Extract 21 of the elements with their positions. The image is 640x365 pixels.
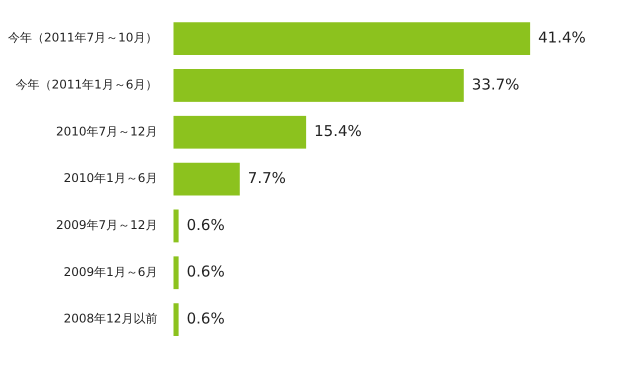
data-label: 0.6% xyxy=(186,216,225,234)
y-tick-label: 今年（2011年1月～6月） xyxy=(16,78,158,92)
y-tick-label: 2009年1月～6月 xyxy=(64,264,158,279)
bar xyxy=(173,210,179,242)
data-label: 33.7% xyxy=(472,75,520,94)
y-tick-label: 2010年1月～6月 xyxy=(64,171,158,186)
bar xyxy=(173,116,306,149)
y-tick-label: 今年（2011年7月～10月） xyxy=(8,30,158,45)
bar xyxy=(173,162,240,196)
data-label: 15.4% xyxy=(314,122,362,140)
y-tick-label: 2008年12月以前 xyxy=(64,312,158,326)
data-label: 0.6% xyxy=(186,309,225,328)
y-tick-label: 2009年7月～12月 xyxy=(56,218,158,232)
data-label: 41.4% xyxy=(538,28,586,47)
bar xyxy=(173,256,179,290)
bar xyxy=(173,69,464,102)
data-label: 0.6% xyxy=(186,262,225,281)
data-label: 7.7% xyxy=(248,168,286,187)
bar xyxy=(173,22,530,56)
y-tick-label: 2010年7月～12月 xyxy=(56,124,158,138)
bar xyxy=(173,303,179,336)
